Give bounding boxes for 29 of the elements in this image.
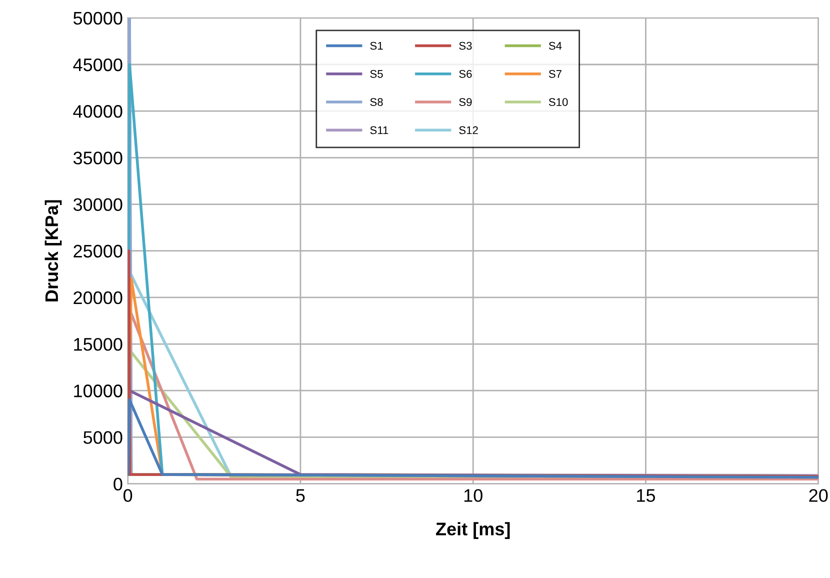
y-tick-label: 35000 [73,152,122,164]
legend-label: S12 [459,126,478,134]
legend-label: S4 [548,42,562,50]
legend-label: S9 [459,98,472,106]
x-tick-label: 20 [809,489,828,502]
y-tick-label: 40000 [73,105,122,118]
y-tick-label: 15000 [74,338,122,351]
legend-label: S10 [548,98,568,106]
legend-label: S1 [370,42,383,50]
y-tick-label: 20000 [74,291,122,304]
y-tick-label: 50000 [73,12,122,25]
legend-label: S8 [370,98,383,106]
y-tick-label: 10000 [74,384,122,398]
legend-label: S3 [459,42,472,50]
x-tick-label: 10 [464,489,482,502]
x-tick-label: 0 [124,489,132,502]
y-tick-label: 0 [114,478,122,491]
y-tick-label: 5000 [84,431,122,444]
legend-label: S6 [459,70,472,78]
x-tick-label: 15 [637,489,656,502]
y-tick-label: 30000 [73,198,122,211]
x-tick-label: 5 [296,489,305,502]
y-axis-title: Druck [KPa] [44,200,62,302]
x-axis-title: Zeit [ms] [436,522,510,539]
legend-label: S5 [370,70,383,78]
legend-label: S11 [370,126,388,134]
y-tick-label: 25000 [74,244,122,258]
y-tick-label: 45000 [73,58,122,72]
legend-label: S7 [548,70,562,78]
